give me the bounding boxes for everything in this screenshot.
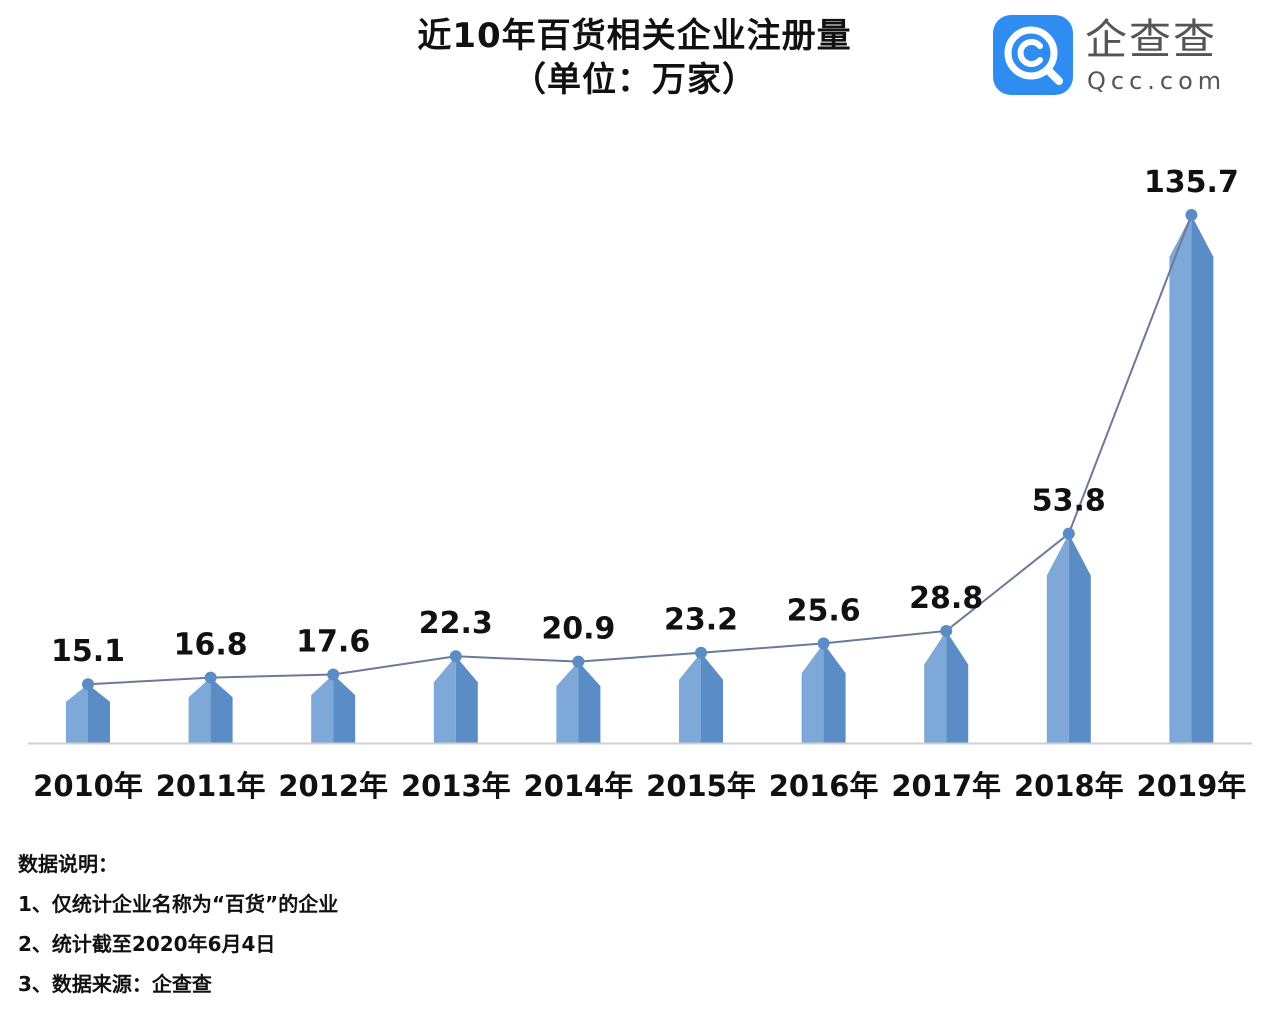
line-marker (1062, 527, 1075, 540)
category-label: 2017年 (891, 769, 1001, 803)
category-label: 2018年 (1014, 769, 1124, 803)
chart-subtitle: （单位：万家） (512, 60, 757, 100)
bar-left-face (66, 684, 88, 743)
qcc-magnifier-icon (993, 15, 1073, 95)
line-marker (940, 624, 953, 637)
bar (801, 643, 846, 743)
bar-left-face (679, 652, 701, 743)
logo-domain: Qcc.com (1087, 67, 1227, 95)
line-marker (82, 678, 94, 691)
line-marker (572, 655, 585, 668)
bar (66, 684, 110, 743)
bar-left-face (1169, 215, 1192, 743)
bar-right-face (210, 677, 233, 743)
line-marker (695, 646, 707, 659)
bar-left-face (924, 630, 947, 743)
bar-left-face (311, 674, 334, 743)
bar-right-face (1068, 533, 1091, 743)
line-marker (449, 650, 462, 663)
logo-name: 企查查 (1085, 15, 1218, 64)
category-label: 2010年 (33, 769, 143, 803)
value-label: 22.3 (419, 606, 493, 641)
trend-line (87, 214, 1193, 686)
notes-item: 3、数据来源：企查查 (18, 972, 212, 996)
category-label: 2015年 (646, 769, 756, 803)
value-label: 20.9 (541, 612, 615, 647)
bar-group (66, 215, 1214, 743)
category-label: 2011年 (156, 769, 266, 803)
bar (679, 652, 723, 743)
bar (1046, 533, 1091, 743)
bar-left-face (556, 661, 579, 743)
bar-right-face (701, 652, 723, 743)
bar-left-face (801, 643, 824, 743)
bar-right-face (88, 684, 110, 743)
data-notes: 数据说明： 1、仅统计企业名称为“百货”的企业 2、统计截至2020年6月4日 … (18, 844, 338, 1004)
value-label: 135.7 (1144, 165, 1239, 200)
value-label: 25.6 (787, 593, 861, 628)
bar-right-face (946, 630, 969, 743)
bar-line-chart: 15.1 16.8 17.6 22.3 20.9 23.2 25.6 28.8 53.8 135.… (28, 165, 1252, 803)
bar (311, 674, 356, 743)
value-label: 15.1 (51, 634, 125, 669)
bar-right-face (1191, 215, 1214, 743)
value-label: 28.8 (909, 581, 983, 616)
bar-left-face (188, 677, 211, 743)
value-label: 16.8 (174, 628, 248, 663)
notes-item: 2、统计截至2020年6月4日 (18, 932, 276, 956)
notes-item: 1、仅统计企业名称为“百货”的企业 (18, 892, 339, 916)
notes-heading: 数据说明： (18, 852, 118, 876)
bar-right-face (823, 643, 846, 743)
category-label: 2013年 (401, 769, 511, 803)
line-marker (327, 668, 340, 681)
chart-title-block: 近10年百货相关企业注册量 （单位：万家） (0, 14, 1269, 102)
bar (433, 656, 478, 743)
line-overlay (82, 209, 1198, 691)
category-label: 2014年 (524, 769, 634, 803)
value-label-group: 15.1 16.8 17.6 22.3 20.9 23.2 25.6 28.8 53.8 135.… (51, 165, 1239, 669)
bar-left-face (1046, 533, 1069, 743)
chart-title: 近10年百货相关企业注册量 (417, 16, 852, 56)
bar (188, 677, 233, 743)
bar-right-face (578, 661, 601, 743)
qcc-logo: 企查查 Qcc.com (993, 15, 1233, 97)
line-marker (204, 671, 217, 684)
category-label: 2012年 (278, 769, 388, 803)
line-marker (1185, 209, 1198, 221)
bar-right-face (455, 656, 478, 743)
line-marker (817, 637, 830, 650)
bar (1169, 215, 1214, 743)
bar (924, 630, 969, 743)
category-label-group: 2010年 2011年 2012年 2013年 2014年 2015年 2016年 2017年… (33, 769, 1246, 803)
value-label: 53.8 (1032, 484, 1106, 519)
bar (556, 661, 601, 743)
bar-right-face (333, 674, 356, 743)
category-label: 2016年 (769, 769, 879, 803)
category-label: 2019年 (1137, 769, 1247, 803)
bar-left-face (433, 656, 456, 743)
value-label: 17.6 (296, 625, 370, 660)
value-label: 23.2 (664, 603, 738, 638)
